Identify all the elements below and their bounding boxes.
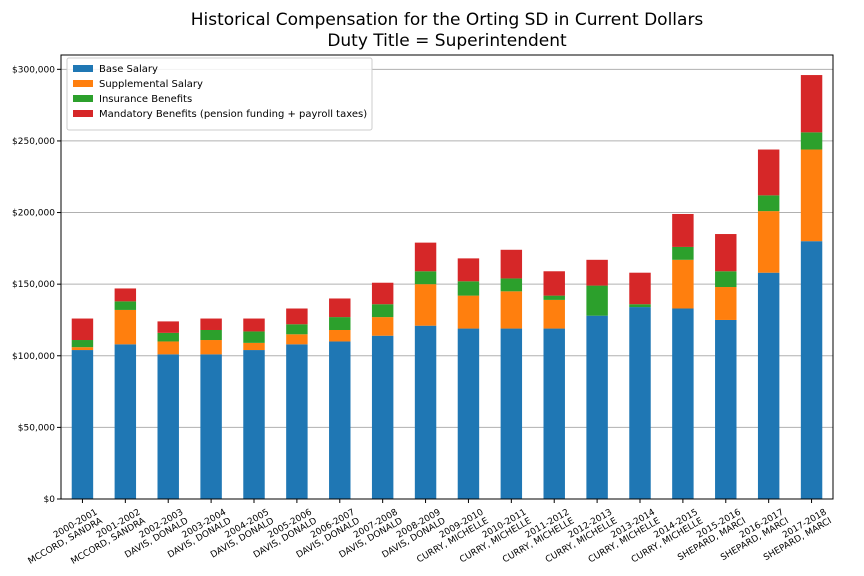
bar-segment-base-salary xyxy=(286,344,308,499)
y-tick-label: $200,000 xyxy=(12,209,55,219)
legend-label: Base Salary xyxy=(99,64,158,75)
legend-label: Supplemental Salary xyxy=(99,79,203,90)
bar-segment-supplemental-salary xyxy=(500,291,523,329)
bar-segment-supplemental-salary xyxy=(200,340,222,355)
bar-segment-supplemental-salary xyxy=(757,211,780,273)
y-tick-label: $100,000 xyxy=(12,352,55,362)
bar-segment-mandatory-benefits-pension-funding-payroll-taxes xyxy=(71,318,94,341)
legend-swatch xyxy=(73,95,93,102)
legend-swatch xyxy=(73,110,93,117)
bar-segment-insurance-benefits xyxy=(114,301,137,310)
bar-segment-supplemental-salary xyxy=(457,295,480,329)
bar-segment-insurance-benefits xyxy=(672,246,694,260)
bar-segment-base-salary xyxy=(543,328,565,499)
bar-segment-mandatory-benefits-pension-funding-payroll-taxes xyxy=(157,321,179,333)
bar-segment-insurance-benefits xyxy=(243,331,265,343)
bar-segment-mandatory-benefits-pension-funding-payroll-taxes xyxy=(200,318,222,330)
bar-segment-insurance-benefits xyxy=(157,332,179,342)
bar-segment-base-salary xyxy=(800,241,823,499)
bar-segment-base-salary xyxy=(715,319,737,499)
bar-segment-mandatory-benefits-pension-funding-payroll-taxes xyxy=(629,272,651,305)
bar-segment-mandatory-benefits-pension-funding-payroll-taxes xyxy=(757,149,780,196)
bar-segment-base-salary xyxy=(586,315,608,499)
legend-swatch xyxy=(73,80,93,87)
legend: Base Salary Supplemental Salary Insurance … xyxy=(66,57,373,131)
bar-segment-base-salary xyxy=(757,272,780,499)
bar-segment-base-salary xyxy=(414,325,437,499)
y-tick-label: $300,000 xyxy=(12,65,55,75)
bar-segment-insurance-benefits xyxy=(715,271,737,288)
bar-segment-mandatory-benefits-pension-funding-payroll-taxes xyxy=(286,308,308,325)
bar-segment-base-salary xyxy=(672,308,694,499)
bar-segment-insurance-benefits xyxy=(800,132,823,150)
plot-frame xyxy=(60,54,834,500)
legend-swatch xyxy=(73,65,93,72)
bar-segment-insurance-benefits xyxy=(757,195,780,212)
bar-segment-mandatory-benefits-pension-funding-payroll-taxes xyxy=(114,288,137,302)
y-tick-label: $150,000 xyxy=(12,280,55,290)
bar-segment-base-salary xyxy=(114,344,137,499)
bar-segment-mandatory-benefits-pension-funding-payroll-taxes xyxy=(371,282,394,305)
bar-segment-insurance-benefits xyxy=(371,304,394,318)
bar-segment-mandatory-benefits-pension-funding-payroll-taxes xyxy=(414,242,437,272)
bar-segment-supplemental-salary xyxy=(157,341,179,355)
bar-segment-supplemental-salary xyxy=(286,334,308,345)
y-tick-label: $50,000 xyxy=(18,423,55,433)
bar-segment-mandatory-benefits-pension-funding-payroll-taxes xyxy=(672,213,694,247)
legend-label: Insurance Benefits xyxy=(99,94,192,105)
bar-segment-base-salary xyxy=(457,328,480,499)
legend-box xyxy=(66,57,373,131)
bar-segment-insurance-benefits xyxy=(629,304,651,308)
bar-segment-mandatory-benefits-pension-funding-payroll-taxes xyxy=(715,234,737,272)
bars-layer xyxy=(71,75,823,499)
bar-segment-mandatory-benefits-pension-funding-payroll-taxes xyxy=(500,249,523,279)
bar-segment-supplemental-salary xyxy=(414,284,437,326)
y-axis: $0 $50,000 $100,000 $150,000 $200,000 $250,00… xyxy=(12,65,61,505)
bar-segment-base-salary xyxy=(371,335,394,499)
bar-segment-supplemental-salary xyxy=(243,342,265,351)
bar-segment-base-salary xyxy=(329,341,351,499)
bar-segment-base-salary xyxy=(243,350,265,499)
bar-segment-mandatory-benefits-pension-funding-payroll-taxes xyxy=(543,271,565,296)
bar-segment-insurance-benefits xyxy=(457,281,480,296)
bar-segment-base-salary xyxy=(200,354,222,499)
chart-title: Historical Compensation for the Orting S… xyxy=(191,10,704,30)
bar-segment-mandatory-benefits-pension-funding-payroll-taxes xyxy=(329,298,351,318)
bar-segment-supplemental-salary xyxy=(800,149,823,242)
bar-segment-supplemental-salary xyxy=(71,347,94,351)
bar-segment-base-salary xyxy=(71,350,94,499)
bar-segment-supplemental-salary xyxy=(371,317,394,336)
bar-segment-supplemental-salary xyxy=(114,309,137,345)
bar-segment-insurance-benefits xyxy=(286,324,308,335)
bar-segment-insurance-benefits xyxy=(500,278,523,292)
y-tick-label: $250,000 xyxy=(12,137,55,147)
bar-segment-base-salary xyxy=(629,307,651,499)
bar-segment-insurance-benefits xyxy=(586,285,608,316)
bar-segment-mandatory-benefits-pension-funding-payroll-taxes xyxy=(800,75,823,133)
bar-segment-insurance-benefits xyxy=(200,329,222,341)
bar-segment-mandatory-benefits-pension-funding-payroll-taxes xyxy=(457,258,480,282)
bar-segment-mandatory-benefits-pension-funding-payroll-taxes xyxy=(586,259,608,286)
bar-segment-base-salary xyxy=(500,328,523,499)
bar-segment-base-salary xyxy=(157,354,179,499)
bar-segment-insurance-benefits xyxy=(414,271,437,285)
bar-segment-supplemental-salary xyxy=(329,329,351,342)
legend-label: Mandatory Benefits (pension funding + pa… xyxy=(99,109,367,120)
bar-segment-supplemental-salary xyxy=(715,287,737,320)
bar-segment-insurance-benefits xyxy=(329,317,351,330)
bar-segment-insurance-benefits xyxy=(543,295,565,300)
bar-segment-insurance-benefits xyxy=(71,340,94,348)
y-tick-label: $0 xyxy=(44,495,56,505)
bar-segment-supplemental-salary xyxy=(672,259,694,309)
bar-segment-supplemental-salary xyxy=(543,299,565,329)
chart-subtitle: Duty Title = Superintendent xyxy=(327,31,567,51)
bar-segment-mandatory-benefits-pension-funding-payroll-taxes xyxy=(243,318,265,332)
